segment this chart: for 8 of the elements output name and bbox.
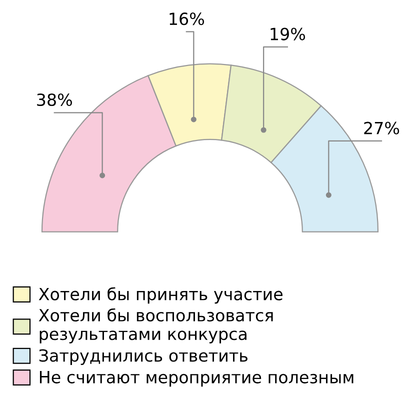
data-label: 19% (270, 28, 306, 40)
legend-label: Затруднились ответить (39, 349, 248, 366)
data-label: 16% (170, 12, 204, 26)
legend-label: Хотели бы воспользоватся результатами конкурса (38, 308, 273, 344)
data-label: 38% (37, 93, 72, 106)
legend-label: Хотели бы принять участие (38, 287, 282, 304)
data-label: 27% (364, 122, 400, 134)
legend-label: Не считают мероприятие полезным (40, 371, 354, 387)
